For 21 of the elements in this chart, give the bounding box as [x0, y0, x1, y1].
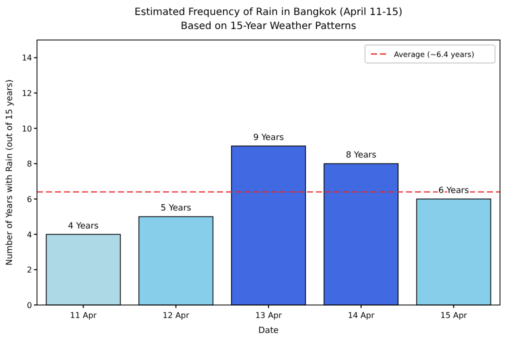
y-axis-title: Number of Years with Rain (out of 15 years) [5, 79, 15, 266]
x-tick-label: 12 Apr [162, 311, 190, 320]
y-tick-label: 10 [22, 124, 32, 134]
data-label: 4 Years [68, 221, 100, 232]
y-tick-label: 6 [26, 195, 32, 204]
x-tick-label: 14 Apr [348, 311, 376, 320]
data-label: 9 Years [253, 133, 284, 143]
chart-title: Estimated Frequency of Rain in Bangkok (April 11-15) [134, 7, 403, 18]
y-tick-label: 4 [26, 230, 32, 240]
y-tick-label: 8 [26, 160, 32, 169]
y-tick-label: 14 [22, 54, 32, 63]
x-tick-label: 15 Apr [440, 311, 468, 320]
y-tick-label: 0 [26, 301, 32, 310]
data-label: 8 Years [346, 150, 377, 161]
data-label: 5 Years [160, 204, 192, 214]
y-tick-label: 12 [22, 89, 32, 98]
x-tick-label: 11 Apr [70, 311, 98, 320]
x-tick-label: 13 Apr [255, 311, 282, 320]
chart-subtitle: Based on 15-Year Weather Patterns [180, 21, 356, 32]
x-axis-title: Date [258, 326, 279, 336]
y-tick-label: 2 [26, 266, 32, 275]
